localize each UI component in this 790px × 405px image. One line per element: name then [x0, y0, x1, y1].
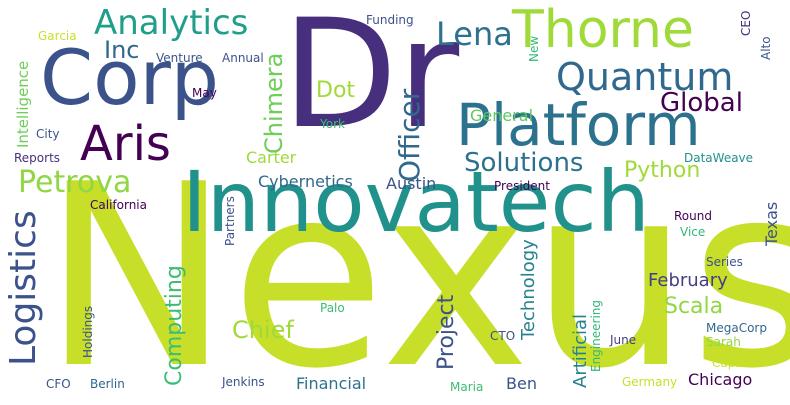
word-vice: Vice: [680, 225, 706, 239]
word-dot: Dot: [316, 78, 356, 103]
word-cto: CTO: [490, 329, 516, 343]
word-annual: Annual: [222, 51, 264, 65]
word-corp: Corp: [40, 33, 220, 122]
word-global: Global: [660, 88, 743, 118]
word-round: Round: [674, 209, 712, 223]
word-sarah: Sarah: [706, 335, 741, 349]
word-palo: Palo: [320, 301, 345, 315]
word-solutions: Solutions: [464, 148, 584, 178]
word-platform: Platform: [456, 91, 701, 159]
word-megacorp: MegaCorp: [706, 321, 767, 335]
word-chimera: Chimera: [260, 52, 288, 154]
word-thorne: Thorne: [512, 0, 694, 60]
word-february: February: [648, 270, 728, 291]
word-python: Python: [624, 158, 701, 183]
word-california: California: [90, 198, 147, 212]
word-funding: Funding: [366, 13, 414, 27]
word-ceo: CEO: [739, 10, 753, 36]
word-austin: Austin: [386, 174, 437, 193]
word-financial: Financial: [296, 374, 367, 393]
word-texas: Texas: [762, 201, 781, 246]
word-maria: Maria: [450, 380, 484, 394]
word-may: May: [192, 86, 217, 100]
word-project: Project: [434, 294, 459, 370]
word-alto: Alto: [759, 36, 773, 60]
word-carter: Carter: [246, 148, 297, 167]
word-chicago: Chicago: [688, 370, 753, 389]
word-berlin: Berlin: [90, 377, 125, 391]
word-president: President: [494, 179, 550, 193]
word-ben: Ben: [506, 374, 537, 393]
word-germany: Germany: [622, 375, 678, 389]
word-city: City: [36, 127, 60, 141]
word-chief: Chief: [232, 316, 294, 344]
word-garcia: Garcia: [38, 29, 77, 43]
word-petrova: Petrova: [18, 165, 132, 200]
word-analytics: Analytics: [94, 3, 249, 43]
word-inc: Inc: [104, 36, 140, 64]
word-scala: Scala: [664, 294, 724, 319]
word-capital: Capital: [712, 356, 755, 370]
word-technology: Technology: [518, 239, 539, 340]
word-new: New: [527, 35, 541, 62]
word-artificial: Artificial: [570, 313, 591, 388]
word-engineering: Engineering: [589, 300, 603, 372]
word-logistics: Logistics: [3, 210, 44, 366]
word-quantum: Quantum: [556, 55, 734, 99]
word-jenkins: Jenkins: [222, 375, 265, 389]
word-york: York: [320, 117, 345, 131]
word-nexus: Nexus: [42, 131, 790, 405]
word-venture: Venture: [156, 51, 203, 65]
word-june: June: [610, 333, 637, 347]
word-intelligence: Intelligence: [14, 60, 32, 148]
word-holdings: Holdings: [81, 305, 95, 358]
word-computing: Computing: [162, 265, 187, 386]
word-aris: Aris: [80, 116, 171, 172]
word-series: Series: [706, 255, 743, 269]
word-reports: Reports: [14, 151, 61, 165]
word-lena: Lena: [436, 15, 513, 53]
word-cfo: CFO: [46, 377, 71, 391]
word-dataweave: DataWeave: [684, 151, 754, 165]
word-general: General: [470, 106, 534, 125]
word-dr: Dr: [282, 0, 460, 162]
word-partners: Partners: [223, 196, 237, 246]
word-innovatech: Innovatech: [182, 153, 650, 251]
word-officer: Officer: [393, 88, 426, 182]
word-cybernetics: Cybernetics: [258, 172, 353, 191]
